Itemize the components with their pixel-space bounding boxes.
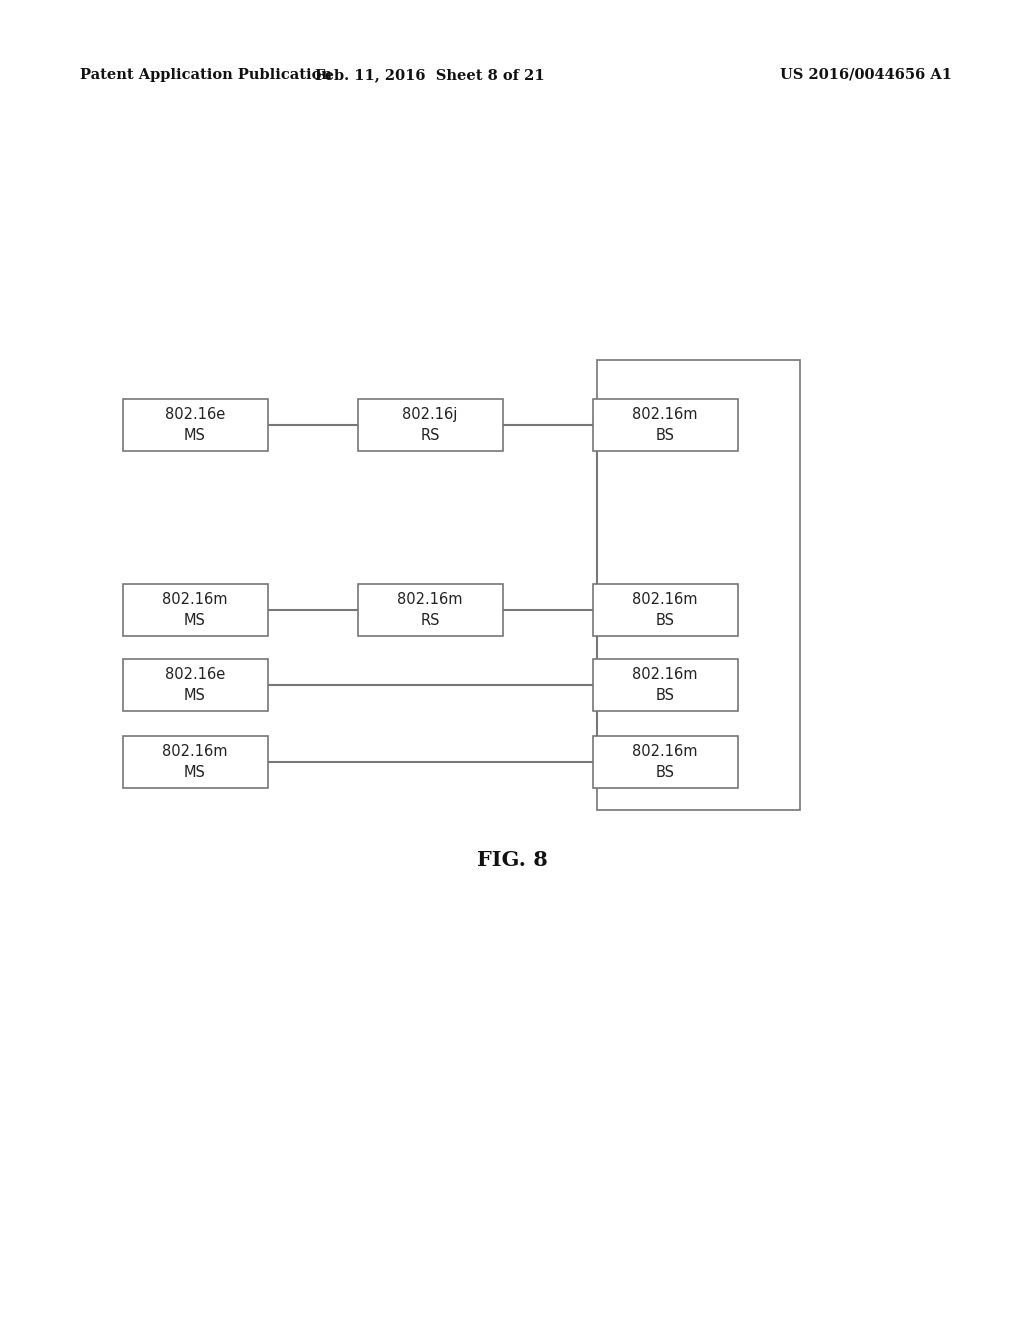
Bar — [597, 360, 800, 810]
Bar — [123, 659, 267, 711]
Text: US 2016/0044656 A1: US 2016/0044656 A1 — [780, 69, 952, 82]
Bar — [123, 583, 267, 636]
Bar — [123, 399, 267, 451]
Text: 802.16m
BS: 802.16m BS — [632, 407, 697, 444]
Text: 802.16e
MS: 802.16e MS — [165, 407, 225, 444]
Text: 802.16m
MS: 802.16m MS — [162, 591, 227, 628]
Text: 802.16e
MS: 802.16e MS — [165, 667, 225, 704]
Bar — [593, 399, 737, 451]
Bar — [593, 737, 737, 788]
Bar — [593, 583, 737, 636]
Text: 802.16m
RS: 802.16m RS — [397, 591, 463, 628]
Text: Patent Application Publication: Patent Application Publication — [80, 69, 332, 82]
Text: 802.16m
BS: 802.16m BS — [632, 744, 697, 780]
Bar — [357, 399, 503, 451]
Text: 802.16m
BS: 802.16m BS — [632, 667, 697, 704]
Text: 802.16m
BS: 802.16m BS — [632, 591, 697, 628]
Text: 802.16j
RS: 802.16j RS — [402, 407, 458, 444]
Text: FIG. 8: FIG. 8 — [476, 850, 548, 870]
Text: Feb. 11, 2016  Sheet 8 of 21: Feb. 11, 2016 Sheet 8 of 21 — [315, 69, 545, 82]
Bar — [123, 737, 267, 788]
Text: 802.16m
MS: 802.16m MS — [162, 744, 227, 780]
Bar — [593, 659, 737, 711]
Bar — [357, 583, 503, 636]
